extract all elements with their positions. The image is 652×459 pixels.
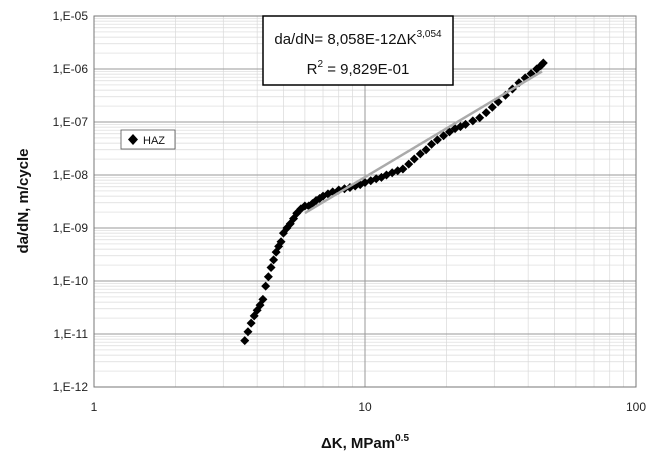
y-tick-label: 1,E-07 [53,115,89,129]
data-point [276,237,286,247]
x-axis-label-base: ΔK, MPam [321,435,395,452]
trendline-layer [304,70,543,215]
data-point [258,294,268,304]
equation-formula: da/dN= 8,058E-12ΔK [274,31,416,48]
data-point [240,336,250,346]
data-point [266,262,276,272]
data-point [439,131,449,141]
equation-box: da/dN= 8,058E-12ΔK3,054 R2 = 9,829E-01 [262,15,454,86]
data-point [243,327,253,337]
data-point [487,102,497,112]
y-tick-label: 1,E-12 [53,380,89,394]
data-point [415,149,425,159]
data-point [269,255,279,265]
equation-line-2: R2 = 9,829E-01 [307,59,410,78]
data-point [398,164,408,174]
x-axis-tick-labels: 1 10 100 [91,400,647,414]
legend-box [120,129,176,150]
legend-label-haz: HAZ [143,135,165,147]
x-tick-label: 1 [91,400,98,414]
r-squared-value: = 9,829E-01 [323,61,409,78]
y-tick-label: 1,E-09 [53,221,89,235]
data-point [468,116,478,126]
x-axis-label-exponent: 0.5 [395,433,409,444]
data-point [263,272,273,282]
y-axis-tick-labels: 1,E-12 1,E-11 1,E-10 1,E-09 1,E-08 1,E-07 1,E-… [53,9,89,394]
r-squared-exponent: 2 [317,59,323,70]
legend-marker-haz-icon [128,134,138,145]
r-squared-symbol: R [307,61,318,78]
y-tick-label: 1,E-11 [54,327,89,341]
data-point [246,318,256,328]
y-tick-label: 1,E-10 [53,274,89,288]
legend: HAZ [120,129,176,150]
y-tick-label: 1,E-05 [53,9,89,23]
equation-line-1: da/dN= 8,058E-12ΔK3,054 [274,29,442,48]
data-point [261,281,271,291]
data-point [538,58,548,68]
data-point [409,154,419,164]
data-point [461,119,471,129]
x-tick-label: 100 [626,400,646,414]
data-point [427,139,437,149]
data-points [240,58,548,346]
equation-exponent: 3,054 [417,29,442,40]
data-point [404,159,414,169]
x-tick-label: 10 [358,400,372,414]
data-point [475,113,485,123]
equation-box-border [262,15,454,86]
data-point [432,135,442,145]
power-trendline [304,70,543,215]
y-tick-label: 1,E-08 [53,168,89,182]
data-point [481,108,491,118]
y-axis-label: da/dN, m/cycle [15,148,32,253]
data-point [421,145,431,155]
x-axis-label: ΔK, MPam0.5 [321,433,409,452]
y-tick-label: 1,E-06 [53,62,89,76]
